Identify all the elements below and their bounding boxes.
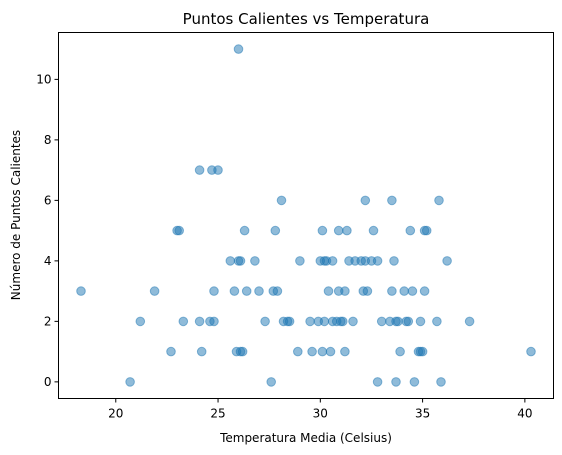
data-point — [307, 346, 317, 357]
data-point — [409, 377, 420, 387]
data-point — [407, 286, 418, 296]
data-point — [403, 316, 414, 327]
data-point — [348, 316, 358, 327]
data-point — [338, 316, 348, 327]
data-point — [233, 44, 244, 54]
data-point — [270, 225, 281, 236]
x-tick-label: 35 — [415, 407, 430, 421]
data-point — [325, 346, 336, 357]
data-point — [372, 377, 383, 387]
x-tick-label: 40 — [517, 407, 532, 421]
data-point — [260, 316, 270, 327]
data-point — [393, 316, 403, 327]
data-point — [399, 286, 410, 296]
data-point — [235, 256, 246, 266]
data-point — [464, 316, 475, 327]
chart-title: Puntos Calientes vs Temperatura — [183, 10, 430, 28]
y-tick-label: 6 — [44, 193, 52, 207]
data-point — [415, 316, 426, 327]
data-point — [213, 165, 223, 175]
y-tick-label: 10 — [36, 72, 51, 86]
plot-frame — [58, 32, 554, 399]
data-point — [250, 256, 260, 266]
data-point — [196, 346, 207, 357]
y-axis-label: Número de Puntos Calientes — [9, 130, 23, 300]
data-point — [360, 195, 371, 206]
data-point — [125, 377, 135, 387]
data-point — [391, 377, 401, 387]
data-point — [209, 286, 219, 296]
y-tick-label: 2 — [44, 314, 52, 328]
data-point — [362, 286, 373, 296]
data-point — [395, 346, 405, 357]
data-point — [421, 225, 432, 236]
data-point — [372, 256, 383, 266]
y-tick-label: 0 — [44, 375, 52, 389]
x-tick-label: 30 — [313, 407, 328, 421]
data-point — [229, 286, 240, 296]
data-point — [340, 286, 350, 296]
y-axis-ticks: 0 2 4 6 8 10 — [36, 72, 59, 389]
data-point — [387, 286, 397, 296]
data-point — [327, 256, 338, 266]
data-point — [305, 316, 315, 327]
data-point — [442, 256, 452, 266]
x-tick-label: 25 — [210, 407, 225, 421]
data-point — [432, 316, 442, 327]
data-point — [340, 346, 350, 357]
data-point — [405, 225, 416, 236]
x-tick-label: 20 — [108, 407, 123, 421]
data-point — [319, 316, 330, 327]
y-tick-label: 4 — [44, 254, 52, 268]
data-point — [178, 316, 189, 327]
data-point — [368, 225, 379, 236]
data-point — [526, 346, 536, 357]
data-point — [194, 165, 205, 175]
data-point — [293, 346, 303, 357]
data-point — [76, 286, 86, 296]
data-point — [434, 195, 444, 206]
data-point — [135, 316, 146, 327]
data-points — [76, 44, 536, 387]
data-point — [389, 256, 399, 266]
data-point — [323, 286, 334, 296]
data-point — [166, 346, 176, 357]
data-point — [266, 377, 277, 387]
data-point — [436, 377, 446, 387]
data-point — [194, 316, 205, 327]
data-point — [387, 195, 397, 206]
data-point — [317, 225, 328, 236]
data-point — [419, 286, 430, 296]
data-point — [209, 316, 219, 327]
data-point — [239, 225, 250, 236]
x-axis-ticks: 20 25 30 35 40 — [108, 398, 533, 421]
data-point — [241, 286, 252, 296]
y-tick-label: 8 — [44, 133, 52, 147]
data-point — [276, 195, 287, 206]
data-point — [333, 225, 344, 236]
data-point — [342, 225, 352, 236]
x-axis-label: Temperatura Media (Celsius) — [219, 431, 392, 445]
data-point — [376, 316, 387, 327]
data-point — [295, 256, 305, 266]
data-point — [237, 346, 248, 357]
data-point — [174, 225, 184, 236]
data-point — [254, 286, 264, 296]
data-point — [317, 346, 328, 357]
data-point — [284, 316, 295, 327]
data-point — [272, 286, 283, 296]
data-point — [417, 346, 428, 357]
data-point — [149, 286, 160, 296]
data-point — [225, 256, 236, 266]
